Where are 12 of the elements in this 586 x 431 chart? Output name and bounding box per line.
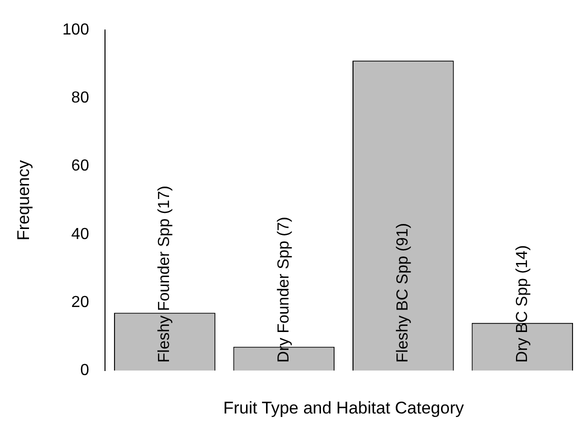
x-tick-label: Fleshy Founder Spp (17) bbox=[156, 186, 174, 363]
x-tick-label: Fleshy BC Spp (91) bbox=[394, 222, 412, 363]
y-tick-label: 20 bbox=[71, 294, 90, 311]
x-axis-title: Fruit Type and Habitat Category bbox=[223, 398, 464, 418]
x-tick-label: Dry BC Spp (14) bbox=[514, 245, 531, 363]
y-axis-title: Frequency bbox=[14, 160, 33, 240]
y-tick-label: 0 bbox=[80, 362, 90, 380]
y-tick-label: 80 bbox=[71, 90, 90, 107]
y-tick-label: 100 bbox=[62, 21, 90, 38]
y-tick-label: 60 bbox=[71, 158, 90, 175]
y-tick-label: 40 bbox=[71, 226, 90, 243]
x-tick-label: Dry Founder Spp (7) bbox=[275, 216, 292, 363]
